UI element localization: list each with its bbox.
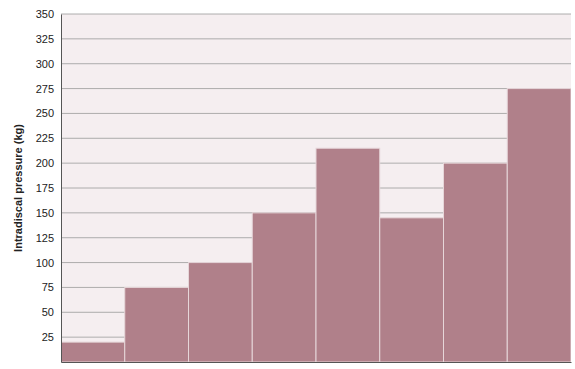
y-tick: 125: [36, 232, 61, 244]
y-tick-label: 75: [42, 281, 54, 293]
y-tick-label: 300: [36, 58, 54, 70]
y-axis-title: Intradiscal pressure (kg): [12, 124, 24, 252]
y-tick: 150: [36, 207, 61, 219]
y-tick: 175: [36, 182, 61, 194]
grid-line: [61, 63, 571, 64]
plot-background: [61, 14, 571, 362]
bar: [316, 148, 380, 362]
bar: [189, 263, 253, 362]
y-tick: 325: [36, 33, 61, 45]
y-tick-label: 125: [36, 232, 54, 244]
y-tick: 225: [36, 132, 61, 144]
y-tick: 100: [36, 257, 61, 269]
y-tick: 350: [36, 8, 61, 20]
grid-line: [61, 113, 571, 114]
bar: [61, 342, 125, 362]
y-tick: 275: [36, 83, 61, 95]
y-tick-label: 50: [42, 306, 54, 318]
bar: [380, 218, 444, 362]
bar: [125, 287, 189, 362]
chart: 25 50 75 100 125 150 175 200 225 250 275 300 325 350 I…: [0, 0, 575, 369]
y-tick-label: 250: [36, 107, 54, 119]
y-tick: 75: [42, 281, 61, 293]
y-tick-label: 275: [36, 83, 54, 95]
x-axis-line: [62, 362, 572, 363]
y-axis: 25 50 75 100 125 150 175 200 225 250 275 300 325 350: [36, 8, 62, 362]
y-tick-label: 200: [36, 157, 54, 169]
y-tick-label: 25: [42, 331, 54, 343]
y-axis-line: [61, 15, 62, 363]
bar: [252, 213, 316, 362]
y-tick: 25: [42, 331, 61, 343]
y-tick-label: 225: [36, 132, 54, 144]
x-axis: [62, 362, 572, 364]
grid-line: [61, 88, 571, 89]
grid-line: [61, 138, 571, 139]
y-tick: 50: [42, 306, 61, 318]
y-tick-label: 150: [36, 207, 54, 219]
y-tick: 300: [36, 58, 61, 70]
bars: [61, 89, 571, 362]
y-tick: 200: [36, 157, 61, 169]
grid-line: [61, 38, 571, 39]
y-tick-label: 175: [36, 182, 54, 194]
y-tick: 250: [36, 107, 61, 119]
y-tick-label: 325: [36, 33, 54, 45]
grid-line: [61, 14, 571, 15]
bar: [507, 89, 571, 362]
y-tick-label: 100: [36, 257, 54, 269]
y-tick-label: 350: [36, 8, 54, 20]
bar: [444, 163, 508, 362]
